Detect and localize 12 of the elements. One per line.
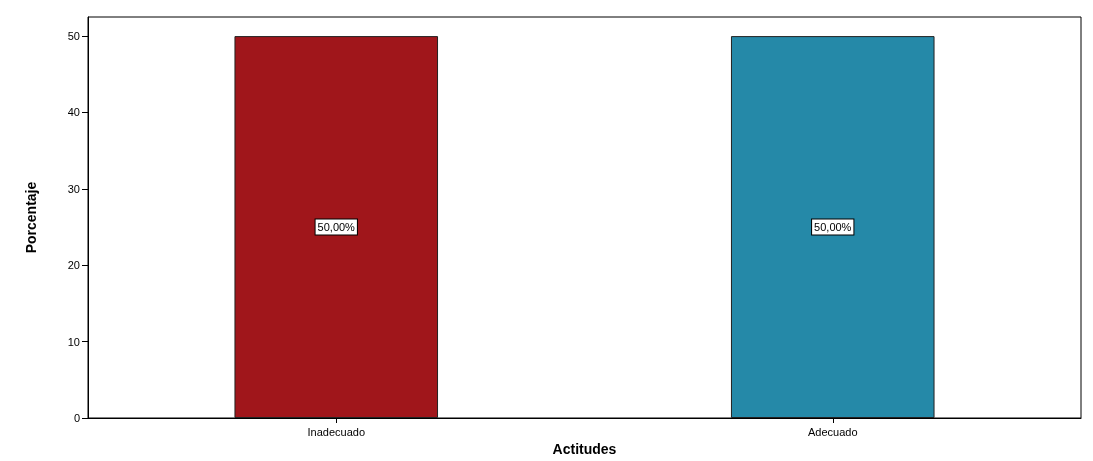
y-tick-label: 50 (67, 30, 80, 43)
y-tick-label: 30 (67, 182, 80, 195)
data-label: 50,00% (317, 221, 356, 234)
x-tick-label: Inadecuado (307, 425, 365, 438)
data-label: 50,00% (814, 221, 852, 234)
y-tick-label: 20 (67, 259, 80, 272)
y-tick-label: 40 (67, 106, 80, 119)
x-tick-label: Adecuado (807, 425, 858, 438)
y-axis-title: Porcentaje (23, 181, 39, 254)
y-tick-label: 10 (67, 335, 80, 348)
y-tick-label: 0 (73, 412, 80, 424)
x-axis-title: Actitudes (552, 441, 617, 457)
